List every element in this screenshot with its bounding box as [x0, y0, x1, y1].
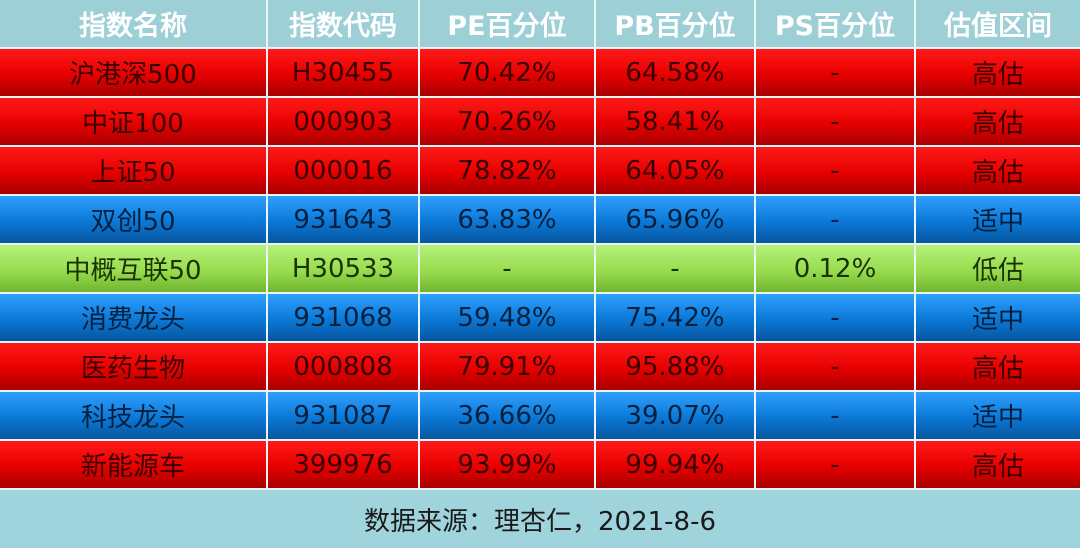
cell-pe-percentile: 36.66% [420, 392, 596, 441]
table-row: 医药生物 000808 79.91% 95.88% - 高估 [0, 343, 1080, 392]
cell-valuation-range: 高估 [916, 98, 1080, 147]
cell-valuation-range: 适中 [916, 294, 1080, 343]
table-row: 中证100 000903 70.26% 58.41% - 高估 [0, 98, 1080, 147]
cell-index-code: H30533 [268, 245, 420, 294]
cell-valuation-range: 适中 [916, 196, 1080, 245]
cell-pb-percentile: 95.88% [596, 343, 756, 392]
table-row: 上证50 000016 78.82% 64.05% - 高估 [0, 147, 1080, 196]
cell-index-code: 000016 [268, 147, 420, 196]
header-pb-percentile: PB百分位 [596, 0, 756, 49]
cell-pb-percentile: 58.41% [596, 98, 756, 147]
cell-index-name: 医药生物 [0, 343, 268, 392]
cell-pb-percentile: 65.96% [596, 196, 756, 245]
table-row: 中概互联50 H30533- -0.12% 低估 [0, 245, 1080, 294]
cell-pe-percentile: - [420, 245, 596, 294]
cell-pe-percentile: 59.48% [420, 294, 596, 343]
cell-index-name: 中概互联50 [0, 245, 268, 294]
cell-pb-percentile: 75.42% [596, 294, 756, 343]
cell-index-name: 双创50 [0, 196, 268, 245]
table-row: 科技龙头 931087 36.66% 39.07% - 适中 [0, 392, 1080, 441]
cell-valuation-range: 适中 [916, 392, 1080, 441]
cell-pb-percentile: 64.05% [596, 147, 756, 196]
cell-ps-percentile: - [756, 294, 916, 343]
cell-index-name: 中证100 [0, 98, 268, 147]
cell-pb-percentile: - [596, 245, 756, 294]
cell-pb-percentile: 99.94% [596, 441, 756, 490]
cell-pe-percentile: 70.42% [420, 49, 596, 98]
cell-valuation-range: 高估 [916, 343, 1080, 392]
table-row: 沪港深500 H30455 70.42% 64.58% - 高估 [0, 49, 1080, 98]
cell-ps-percentile: - [756, 343, 916, 392]
cell-index-name: 科技龙头 [0, 392, 268, 441]
cell-ps-percentile: - [756, 441, 916, 490]
cell-ps-percentile: - [756, 392, 916, 441]
cell-ps-percentile: - [756, 147, 916, 196]
cell-valuation-range: 高估 [916, 147, 1080, 196]
cell-index-code: 931087 [268, 392, 420, 441]
cell-index-code: 000808 [268, 343, 420, 392]
table-body: 沪港深500 H30455 70.42% 64.58% - 高估 中证100 000903 70… [0, 49, 1080, 490]
cell-pe-percentile: 78.82% [420, 147, 596, 196]
header-pe-percentile: PE百分位 [420, 0, 596, 49]
header-ps-percentile: PS百分位 [756, 0, 916, 49]
cell-index-name: 上证50 [0, 147, 268, 196]
header-index-name: 指数名称 [0, 0, 268, 49]
valuation-table: 指数名称 指数代码 PE百分位 PB百分位 PS百分位 估值区间 沪港深500 H… [0, 0, 1080, 490]
cell-ps-percentile: - [756, 49, 916, 98]
table-header: 指数名称 指数代码 PE百分位 PB百分位 PS百分位 估值区间 [0, 0, 1080, 49]
cell-index-code: 000903 [268, 98, 420, 147]
data-source-footer: 数据来源：理杏仁，2021-8-6 [0, 496, 1080, 548]
cell-index-code: 931068 [268, 294, 420, 343]
cell-index-name: 沪港深500 [0, 49, 268, 98]
cell-ps-percentile: - [756, 196, 916, 245]
table-row: 消费龙头 931068 59.48% 75.42% - 适中 [0, 294, 1080, 343]
cell-index-name: 消费龙头 [0, 294, 268, 343]
table-row: 双创50 931643 63.83% 65.96% - 适中 [0, 196, 1080, 245]
cell-pb-percentile: 64.58% [596, 49, 756, 98]
cell-valuation-range: 低估 [916, 245, 1080, 294]
cell-index-code: 399976 [268, 441, 420, 490]
cell-valuation-range: 高估 [916, 49, 1080, 98]
cell-pe-percentile: 70.26% [420, 98, 596, 147]
cell-pe-percentile: 79.91% [420, 343, 596, 392]
cell-pe-percentile: 93.99% [420, 441, 596, 490]
cell-ps-percentile: - [756, 98, 916, 147]
table-row: 新能源车 399976 93.99% 99.94% - 高估 [0, 441, 1080, 490]
header-index-code: 指数代码 [268, 0, 420, 49]
header-row: 指数名称 指数代码 PE百分位 PB百分位 PS百分位 估值区间 [0, 0, 1080, 49]
cell-pe-percentile: 63.83% [420, 196, 596, 245]
cell-index-code: H30455 [268, 49, 420, 98]
cell-ps-percentile: 0.12% [756, 245, 916, 294]
cell-pb-percentile: 39.07% [596, 392, 756, 441]
cell-index-name: 新能源车 [0, 441, 268, 490]
cell-valuation-range: 高估 [916, 441, 1080, 490]
header-valuation-range: 估值区间 [916, 0, 1080, 49]
cell-index-code: 931643 [268, 196, 420, 245]
